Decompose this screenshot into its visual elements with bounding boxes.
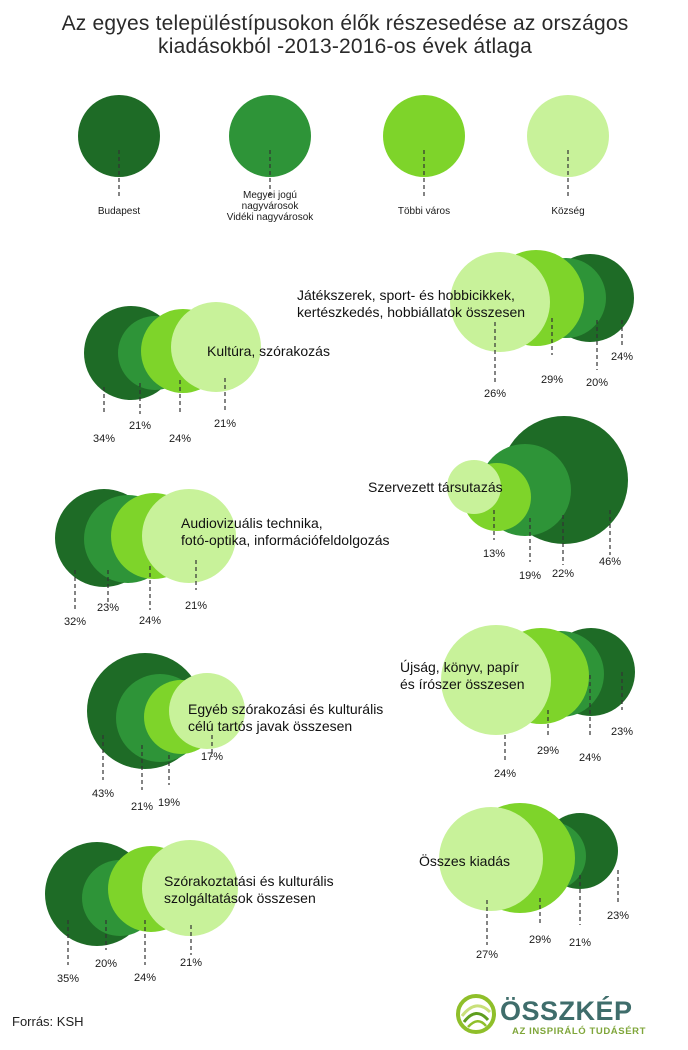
value-label-6-megyei: 21% [569,937,591,949]
value-label-2-tobbi: 19% [519,570,541,582]
legend-label-budapest: Budapest [98,206,140,217]
value-label-6-budapest: 23% [607,910,629,922]
bubble-4-kozseg [441,625,551,735]
value-label-2-budapest: 46% [599,556,621,568]
category-label-2: Szervezett társutazás [368,479,503,495]
legend-label-kozseg: Község [551,206,584,217]
legend-circle-budapest [78,95,160,177]
bubble-1-kozseg [450,252,550,352]
value-label-3-tobbi: 24% [139,615,161,627]
value-label-2-kozseg: 13% [483,548,505,560]
logo-tagline: AZ INSPIRÁLÓ TUDÁSÉRT [512,1025,646,1037]
legend-label-tobbi: Többi város [398,206,450,217]
legend-circle-kozseg [527,95,609,177]
value-label-5-kozseg: 17% [201,751,223,763]
value-label-6-kozseg: 27% [476,949,498,961]
value-label-5-budapest: 43% [92,788,114,800]
bubble-5-kozseg [169,673,245,749]
value-label-3-kozseg: 21% [185,600,207,612]
value-label-0-tobbi: 24% [169,433,191,445]
category-label-0: Kultúra, szórakozás [207,343,330,359]
value-label-2-megyei: 22% [552,568,574,580]
bubble-0-kozseg [171,302,261,392]
value-label-4-megyei: 24% [579,752,601,764]
value-label-4-budapest: 23% [611,726,633,738]
value-label-3-budapest: 32% [64,616,86,628]
value-label-7-budapest: 35% [57,973,79,985]
value-label-1-budapest: 24% [611,351,633,363]
category-label-4: Újság, könyv, papír és írószer összesen [400,659,525,692]
value-label-0-megyei: 21% [129,420,151,432]
value-label-5-megyei: 21% [131,801,153,813]
value-label-6-tobbi: 29% [529,934,551,946]
category-label-6: Összes kiadás [419,852,510,869]
category-label-1: Játékszerek, sport- és hobbicikkek, kerté… [297,287,525,320]
value-label-1-megyei: 20% [586,377,608,389]
bubble-3-kozseg [142,489,236,583]
category-label-7: Szórakoztatási és kulturális szolgáltatás… [164,873,334,906]
source-note: Forrás: KSH [12,1014,84,1029]
value-label-7-kozseg: 21% [180,957,202,969]
category-label-3: Audiovizuális technika, fotó-optika, info… [181,515,390,548]
category-label-5: Egyéb szórakozási és kulturális célú tart… [188,701,383,734]
bubble-2-kozseg [447,460,501,514]
value-label-7-megyei: 20% [95,958,117,970]
legend-label-megyei: Megyei jogú nagyvárosok Vidéki nagyvárosok [227,190,315,223]
value-label-7-tobbi: 24% [134,972,156,984]
bubble-7-kozseg [142,840,238,936]
logo-wordmark: ÖSSZKÉP [500,995,633,1026]
legend-circle-megyei [229,95,311,177]
osszkep-logo: ÖSSZKÉP AZ INSPIRÁLÓ TUDÁSÉRT [456,994,646,1037]
value-label-0-budapest: 34% [93,433,115,445]
value-label-1-kozseg: 26% [484,388,506,400]
value-label-4-tobbi: 29% [537,745,559,757]
legend-circle-tobbi [383,95,465,177]
bubble-6-kozseg [439,807,543,911]
value-label-5-tobbi: 19% [158,797,180,809]
value-label-4-kozseg: 24% [494,768,516,780]
logo-swirl-icon [456,994,496,1034]
value-label-3-megyei: 23% [97,602,119,614]
value-label-1-tobbi: 29% [541,374,563,386]
value-label-0-kozseg: 21% [214,418,236,430]
chart-title: Az egyes településtípusokon élők részese… [61,12,629,58]
